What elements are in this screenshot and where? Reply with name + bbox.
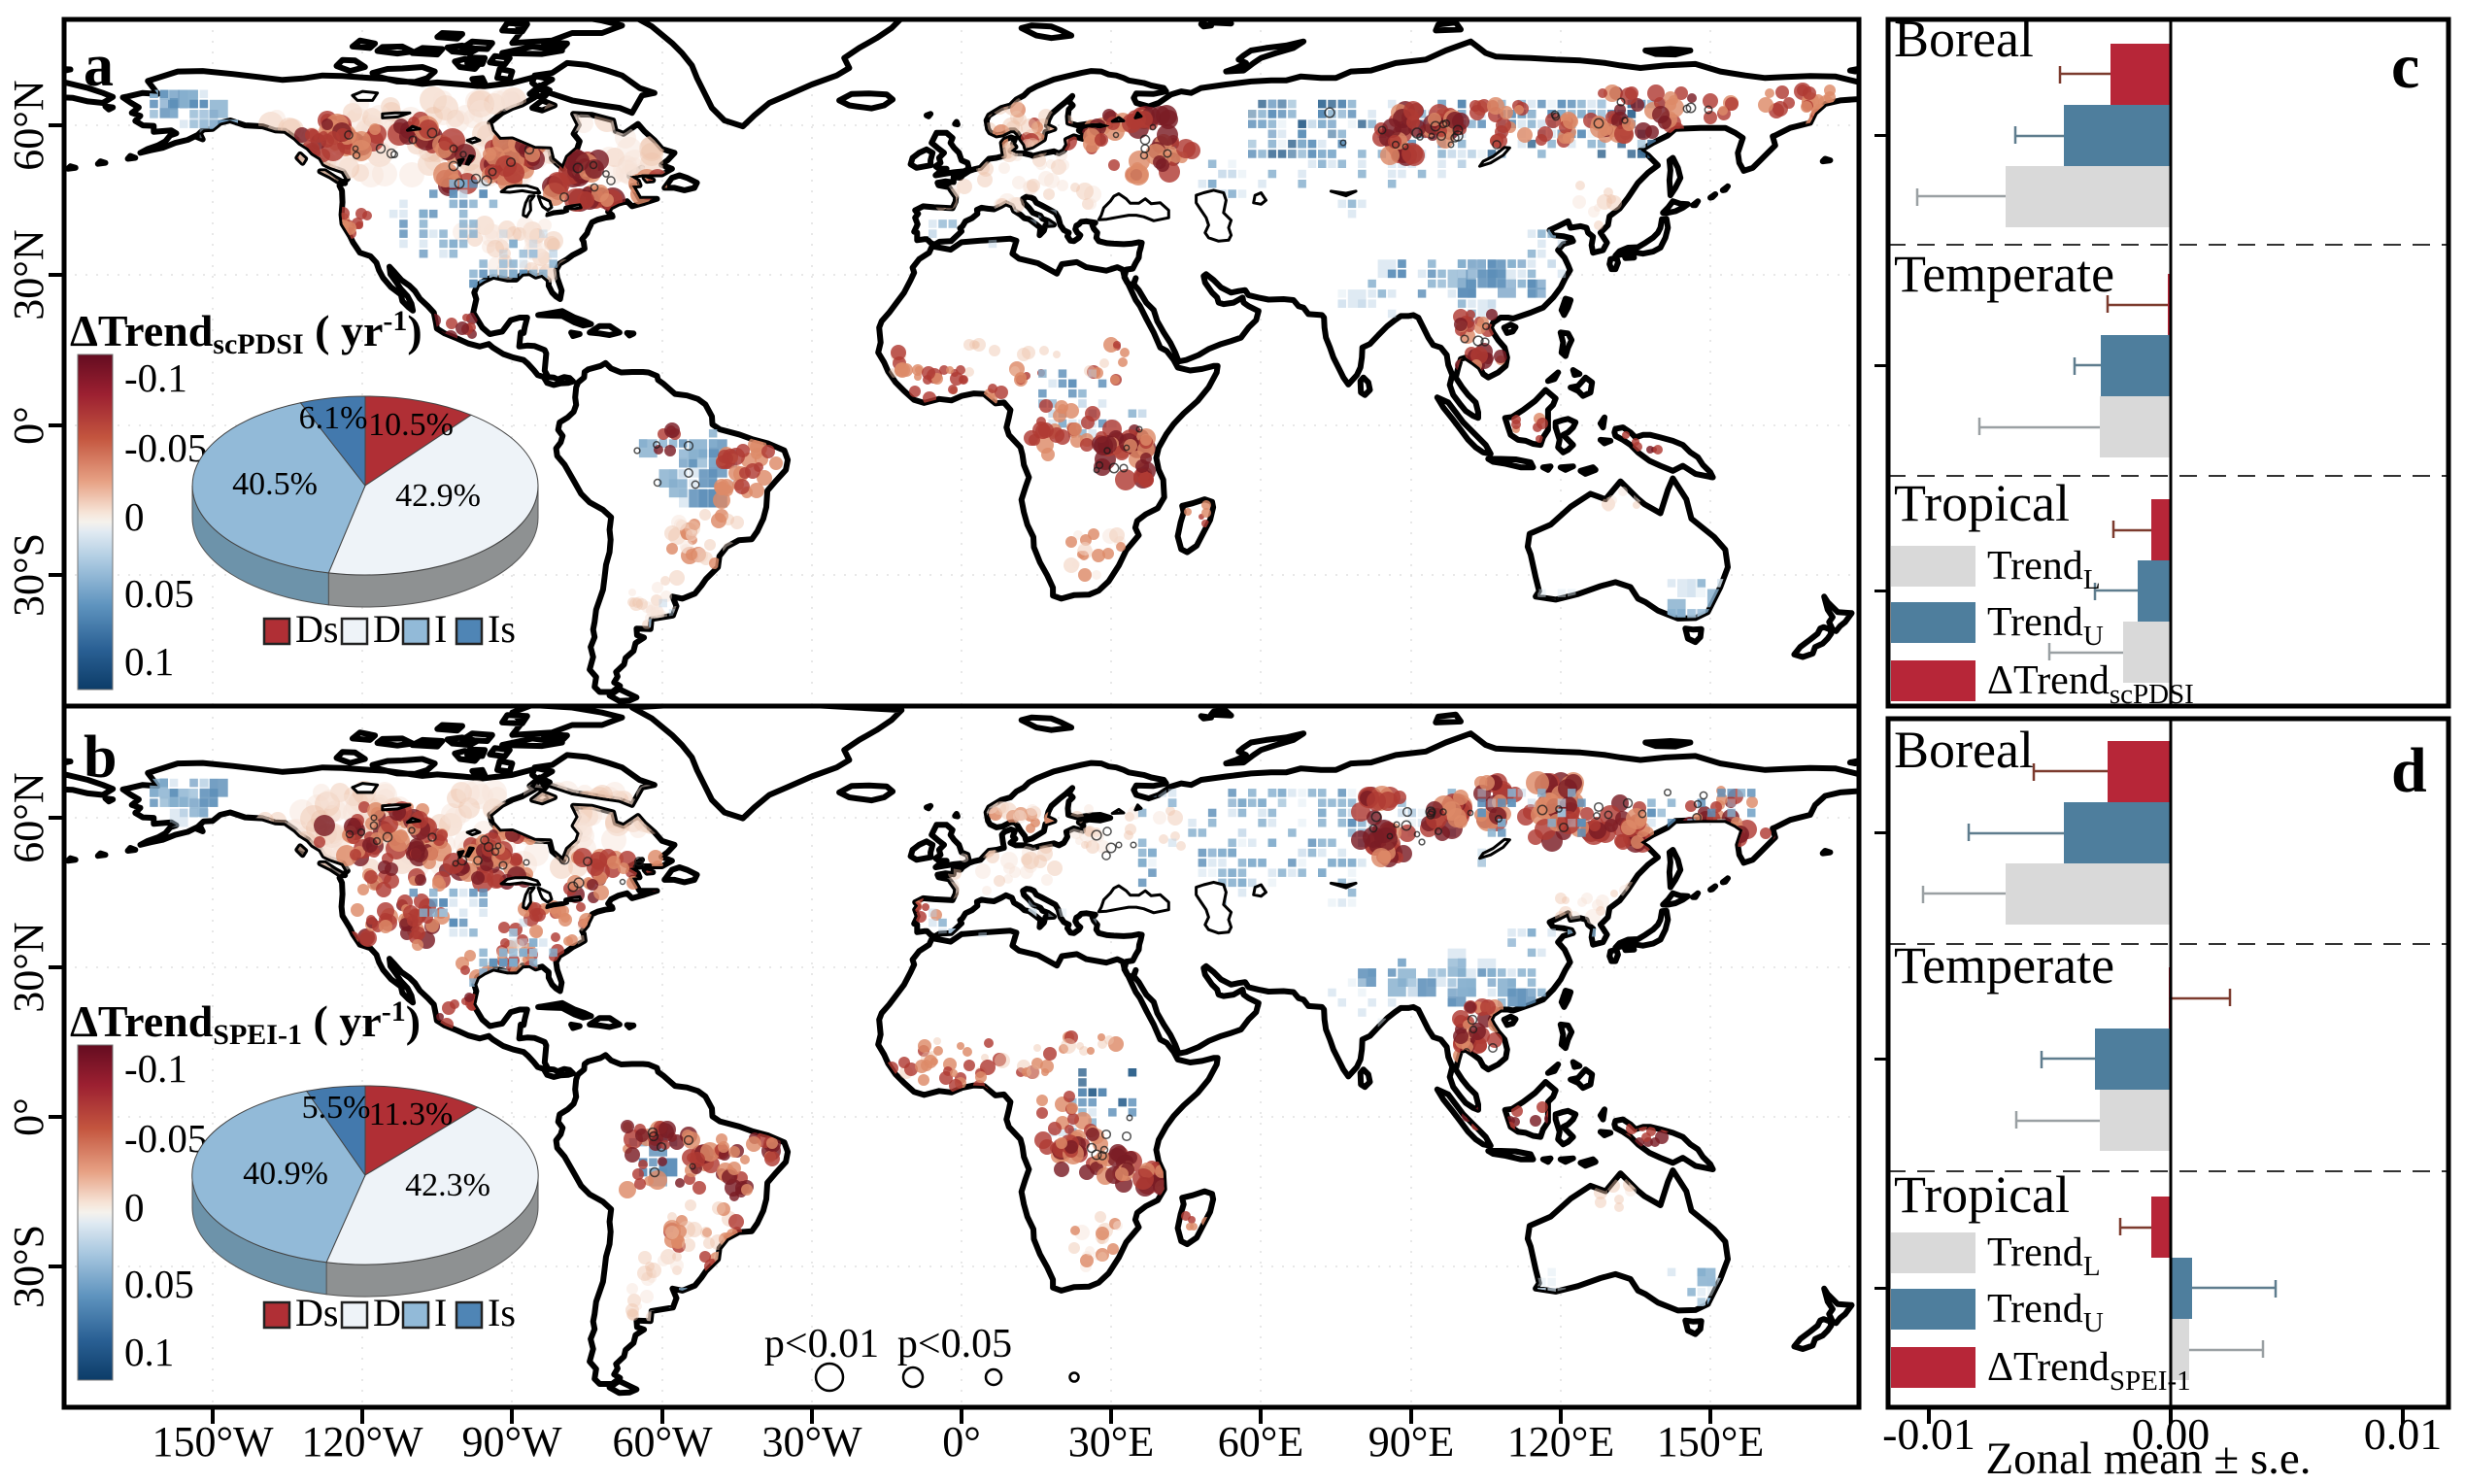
svg-text:c: c <box>2391 31 2419 102</box>
svg-text:30°S: 30°S <box>5 1225 52 1308</box>
svg-text:5.5%: 5.5% <box>302 1090 371 1126</box>
svg-text:Tropical: Tropical <box>1894 474 2070 532</box>
svg-text:0.01: 0.01 <box>2364 1409 2443 1459</box>
svg-text:Ds: Ds <box>295 607 338 651</box>
svg-text:I: I <box>434 607 447 651</box>
svg-text:150°E: 150°E <box>1657 1418 1764 1466</box>
svg-text:10.5%: 10.5% <box>368 407 454 443</box>
svg-text:-0.05: -0.05 <box>124 1116 207 1161</box>
svg-text:-0.05: -0.05 <box>124 425 207 470</box>
svg-text:60°N: 60°N <box>5 80 52 170</box>
svg-text:Ds: Ds <box>295 1291 338 1334</box>
svg-text:D: D <box>373 607 401 651</box>
svg-text:90°E: 90°E <box>1368 1418 1454 1466</box>
svg-text:0°: 0° <box>5 1097 52 1136</box>
svg-text:150°W: 150°W <box>152 1418 274 1466</box>
svg-text:0.1: 0.1 <box>124 1330 174 1374</box>
svg-text:42.9%: 42.9% <box>395 478 481 514</box>
svg-text:120°W: 120°W <box>301 1418 423 1466</box>
svg-text:d: d <box>2391 735 2427 806</box>
svg-text:0°: 0° <box>5 406 52 445</box>
svg-text:0.1: 0.1 <box>124 639 174 684</box>
svg-text:0.05: 0.05 <box>124 571 194 616</box>
svg-text:I: I <box>434 1291 447 1334</box>
svg-text:0°: 0° <box>942 1418 981 1466</box>
svg-text:-0.01: -0.01 <box>1882 1409 1975 1459</box>
svg-text:-0.1: -0.1 <box>124 355 187 400</box>
svg-text:11.3%: 11.3% <box>369 1096 454 1132</box>
svg-text:120°E: 120°E <box>1507 1418 1614 1466</box>
svg-text:p<0.05: p<0.05 <box>897 1322 1012 1366</box>
svg-text:30°S: 30°S <box>5 533 52 617</box>
svg-text:Temperate: Temperate <box>1894 245 2114 303</box>
svg-text:Tropical: Tropical <box>1894 1165 2070 1224</box>
svg-text:p<0.01: p<0.01 <box>764 1322 879 1366</box>
svg-text:b: b <box>84 725 117 791</box>
svg-text:0.05: 0.05 <box>124 1262 194 1306</box>
svg-text:Is: Is <box>488 607 516 651</box>
svg-text:Is: Is <box>488 1291 516 1334</box>
svg-text:60°W: 60°W <box>612 1418 713 1466</box>
svg-text:6.1%: 6.1% <box>299 400 368 436</box>
svg-text:60°N: 60°N <box>5 772 52 862</box>
svg-text:0: 0 <box>124 494 145 539</box>
svg-text:Boreal: Boreal <box>1894 721 2034 779</box>
svg-text:D: D <box>373 1291 401 1334</box>
svg-text:90°W: 90°W <box>461 1418 562 1466</box>
svg-text:40.9%: 40.9% <box>243 1156 328 1192</box>
svg-text:Temperate: Temperate <box>1894 936 2114 995</box>
svg-text:30°N: 30°N <box>5 229 52 320</box>
svg-text:42.3%: 42.3% <box>405 1167 490 1203</box>
svg-text:0: 0 <box>124 1185 145 1230</box>
svg-text:Zonal mean ± s.e.: Zonal mean ± s.e. <box>1985 1433 2311 1484</box>
svg-text:30°W: 30°W <box>761 1418 862 1466</box>
svg-text:30°E: 30°E <box>1068 1418 1154 1466</box>
svg-text:30°N: 30°N <box>5 922 52 1012</box>
svg-text:-0.1: -0.1 <box>124 1046 187 1091</box>
svg-text:a: a <box>84 33 114 99</box>
svg-text:40.5%: 40.5% <box>232 466 318 502</box>
svg-text:60°E: 60°E <box>1218 1418 1303 1466</box>
